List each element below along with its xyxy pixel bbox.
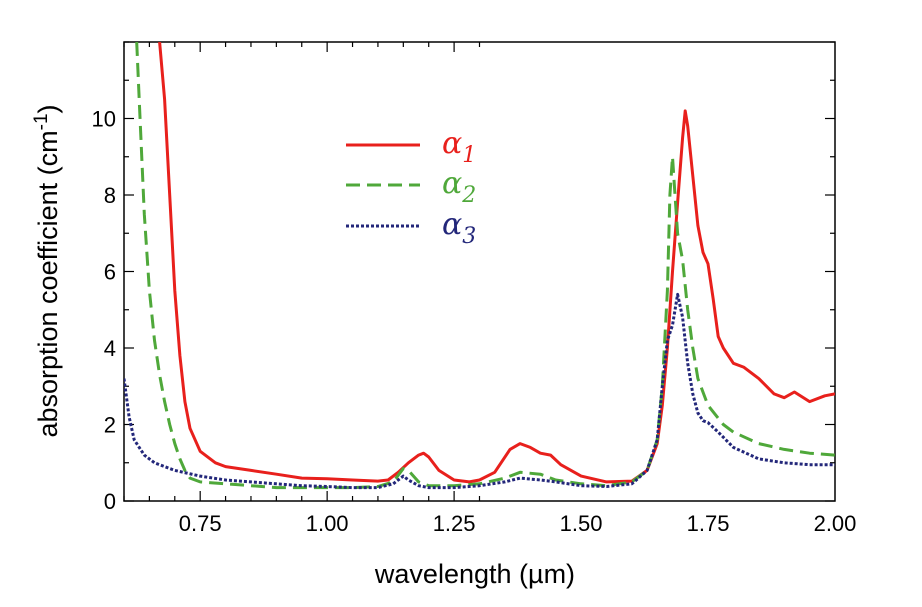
y-tick-label: 10	[92, 107, 116, 132]
series-line-alpha1	[158, 42, 835, 484]
y-axis-title-superscript: -1	[31, 113, 52, 130]
axis-ticks: 0.75 1.00 1.25 1.50 1.75 2.00 0 2 4 6 8 10	[92, 41, 857, 536]
x-tick-label: 1.50	[560, 511, 603, 536]
x-tick-label: 0.75	[179, 511, 222, 536]
legend-label-alpha1: α1	[442, 126, 476, 168]
y-tick-label: 2	[104, 413, 116, 438]
y-tick-label: 6	[104, 260, 116, 285]
series-line-alpha3	[124, 292, 835, 490]
plot-frame	[123, 41, 836, 502]
y-axis-title-close: )	[33, 104, 63, 113]
legend-label-alpha2: α2	[442, 166, 476, 208]
x-tick-label: 1.00	[306, 511, 349, 536]
legend-label-alpha3: α3	[442, 207, 476, 249]
y-tick-label: 0	[104, 489, 116, 514]
series-group	[124, 42, 835, 490]
x-tick-label: 1.75	[687, 511, 730, 536]
axis-titles: wavelength (µm) absorption coefficient (…	[31, 104, 575, 589]
x-axis-title: wavelength (µm)	[374, 559, 575, 589]
x-tick-label: 2.00	[814, 511, 857, 536]
series-line-alpha2	[135, 42, 835, 490]
x-tick-label: 1.25	[433, 511, 476, 536]
y-tick-label: 4	[104, 336, 116, 361]
y-axis-title-main: absorption coefficient (cm	[33, 130, 63, 437]
y-tick-label: 8	[104, 183, 116, 208]
y-axis-title: absorption coefficient (cm-1)	[31, 104, 63, 437]
